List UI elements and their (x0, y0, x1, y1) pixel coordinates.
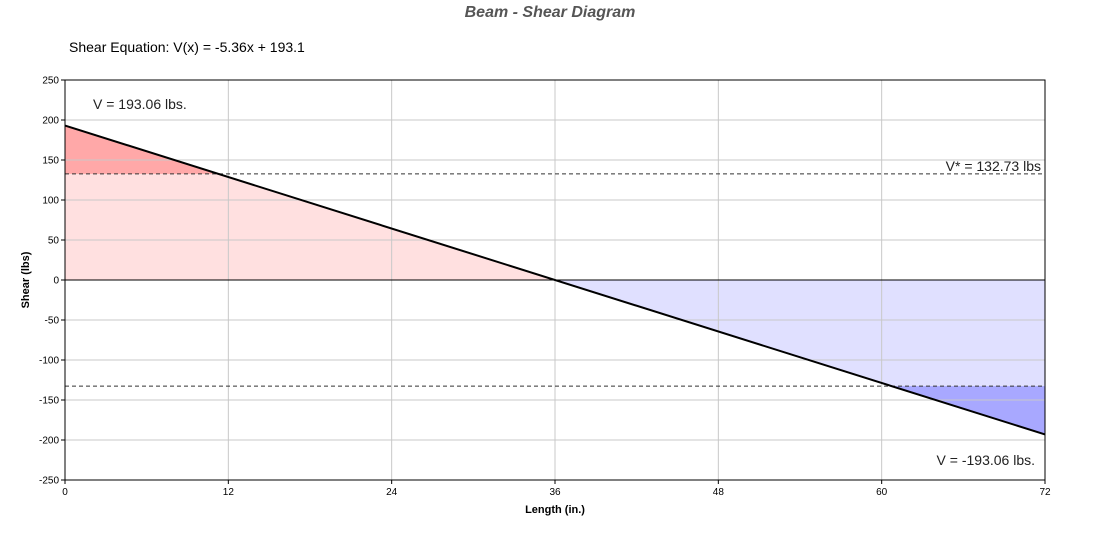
axes-layer (61, 79, 1046, 484)
x-axis-label: Length (in.) (525, 504, 585, 516)
y-tick-label: 50 (48, 236, 60, 247)
x-tick-label: 60 (876, 487, 888, 498)
y-tick-label: 150 (42, 156, 59, 167)
chart-title: Beam - Shear Diagram (465, 4, 636, 21)
shear-equation: Shear Equation: V(x) = -5.36x + 193.1 (69, 39, 305, 55)
y-tick-label: -250 (39, 476, 59, 487)
y-tick-label: -100 (39, 356, 59, 367)
y-axis-label: Shear (lbs) (20, 251, 32, 308)
v-star-annotation: V* = 132.73 lbs (946, 158, 1041, 174)
x-tick-label: 0 (62, 487, 68, 498)
shear-line (64, 124, 1046, 436)
y-tick-label: 0 (53, 276, 59, 287)
y-tick-label: -200 (39, 436, 59, 447)
y-tick-label: 100 (42, 196, 59, 207)
tick-labels: 0 12 24 36 48 60 72 250 200 150 100 50 0 -50 -100 -150 -… (39, 76, 1051, 499)
x-tick-label: 24 (386, 487, 398, 498)
x-tick-label: 72 (1039, 487, 1051, 498)
grid-layer (65, 80, 1045, 480)
limit-lines (65, 173, 1045, 387)
v-min-annotation: V = -193.06 lbs. (937, 452, 1035, 468)
y-tick-label: 250 (42, 76, 59, 87)
x-tick-label: 36 (549, 487, 561, 498)
x-tick-label: 48 (713, 487, 725, 498)
y-tick-label: -50 (45, 316, 60, 327)
series-layer (64, 124, 1046, 436)
x-tick-label: 12 (223, 487, 235, 498)
v-max-annotation: V = 193.06 lbs. (93, 96, 187, 112)
y-tick-label: -150 (39, 396, 59, 407)
y-tick-label: 200 (42, 116, 59, 127)
